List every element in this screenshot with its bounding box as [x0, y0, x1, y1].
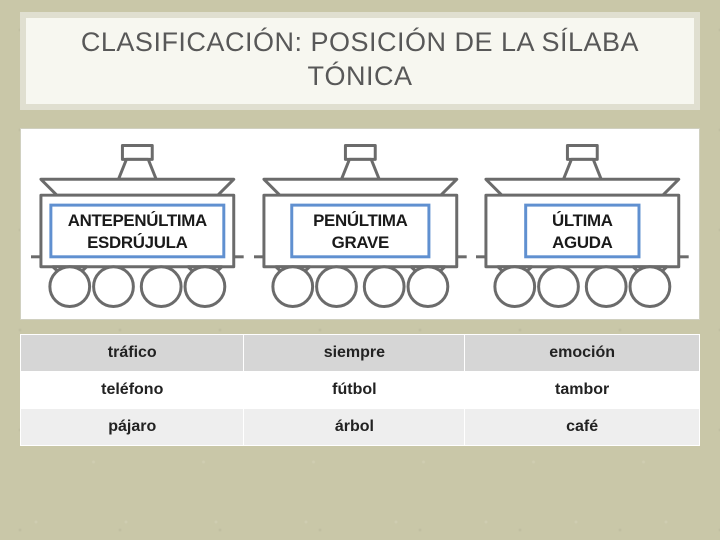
examples-table-wrapper: tráfico siempre emoción teléfono fútbol … — [20, 334, 700, 446]
title-box: CLASIFICACIÓN: POSICIÓN DE LA SÍLABA TÓN… — [20, 12, 700, 110]
table-header-cell: siempre — [244, 334, 465, 371]
wagon-label-line2: GRAVE — [331, 232, 388, 251]
wagon-label-line1: PENÚLTIMA — [313, 210, 408, 229]
table-header-row: tráfico siempre emoción — [21, 334, 700, 371]
wagon-ultima: ÚLTIMA AGUDA — [474, 139, 691, 311]
table-header-cell: tráfico — [21, 334, 244, 371]
table-row: teléfono fútbol tambor — [21, 371, 700, 408]
table-header-cell: emoción — [465, 334, 700, 371]
table-cell: teléfono — [21, 371, 244, 408]
table-cell: tambor — [465, 371, 700, 408]
wagon-row: ANTEPENÚLTIMA ESDRÚJULA — [29, 139, 691, 311]
wagon-label-line2: ESDRÚJULA — [87, 232, 188, 251]
table-cell: café — [465, 408, 700, 445]
wagon-label-line1: ÚLTIMA — [552, 210, 613, 229]
wagon-diagram: ANTEPENÚLTIMA ESDRÚJULA — [20, 128, 700, 320]
slide: CLASIFICACIÓN: POSICIÓN DE LA SÍLABA TÓN… — [0, 0, 720, 540]
wagon-label-line1: ANTEPENÚLTIMA — [68, 210, 207, 229]
examples-table: tráfico siempre emoción teléfono fútbol … — [20, 334, 700, 446]
table-row: pájaro árbol café — [21, 408, 700, 445]
page-title: CLASIFICACIÓN: POSICIÓN DE LA SÍLABA TÓN… — [38, 26, 682, 94]
wagon-label-line2: AGUDA — [552, 232, 612, 251]
wagon-penultima: PENÚLTIMA GRAVE — [252, 139, 469, 311]
table-cell: árbol — [244, 408, 465, 445]
table-cell: pájaro — [21, 408, 244, 445]
table-cell: fútbol — [244, 371, 465, 408]
wagon-antepenultima: ANTEPENÚLTIMA ESDRÚJULA — [29, 139, 246, 311]
